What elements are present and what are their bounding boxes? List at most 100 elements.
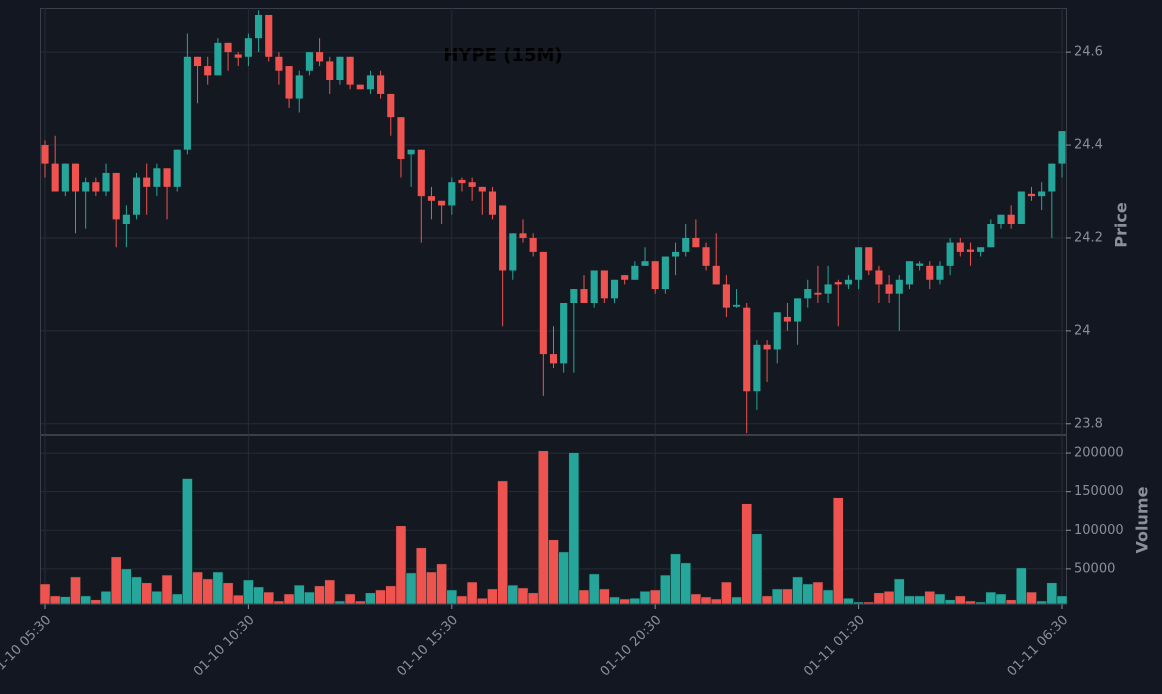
volume-bar — [70, 576, 81, 605]
candle-body — [488, 191, 497, 215]
volume-bar — [181, 478, 193, 605]
candle-body — [549, 354, 558, 364]
volume-bar — [395, 525, 407, 605]
candle-body — [458, 179, 466, 184]
volume-bar — [782, 588, 793, 605]
candle-body — [51, 163, 59, 192]
volume-bar — [304, 591, 315, 605]
volume-bar — [578, 589, 590, 605]
candle-body — [966, 249, 975, 252]
candle-body — [102, 172, 110, 192]
volume-axis-label: Volume — [1133, 486, 1152, 553]
volume-bar — [385, 585, 397, 605]
candle-body — [193, 56, 202, 67]
candle-body — [1027, 193, 1036, 197]
candle-body — [641, 261, 649, 266]
candle-body — [519, 233, 527, 238]
volume-bar — [192, 571, 203, 605]
candle-body — [438, 200, 446, 206]
candle-body — [499, 205, 507, 271]
volume-bar — [619, 598, 631, 605]
volume-bar — [39, 583, 51, 605]
candle-body — [610, 279, 619, 299]
volume-bar — [1036, 600, 1048, 605]
candle-body — [661, 256, 669, 290]
volume-bar — [59, 596, 71, 605]
candle-body — [651, 261, 659, 290]
candle-body — [448, 182, 456, 206]
volume-bar — [212, 571, 224, 605]
volume-bar — [324, 579, 336, 605]
candle-body — [1048, 163, 1056, 192]
candle-body — [956, 242, 964, 252]
candle-body — [824, 284, 832, 294]
candle-body — [255, 14, 263, 39]
candle-body — [844, 279, 852, 285]
volume-bar — [822, 589, 834, 605]
volume-tick-label: 200000 — [1074, 446, 1124, 461]
volume-bar — [568, 452, 580, 605]
candle-body — [783, 316, 791, 322]
volume-bar — [131, 576, 142, 605]
volume-bar — [934, 593, 946, 605]
volume-bar — [405, 572, 417, 605]
candle-body — [224, 42, 232, 53]
volume-bar — [680, 562, 692, 605]
candle-body — [865, 247, 873, 271]
candle-body — [427, 196, 436, 201]
volume-bar — [90, 599, 102, 605]
candle-body — [977, 247, 985, 252]
candle-body — [417, 149, 425, 197]
volume-bar — [436, 563, 448, 605]
candle-body — [671, 251, 680, 257]
candle-body — [346, 56, 354, 85]
candle-body — [407, 149, 415, 155]
volume-bar — [639, 590, 651, 605]
candle-body — [71, 163, 80, 192]
volume-tick-label: 150000 — [1074, 484, 1124, 499]
volume-bar — [893, 578, 905, 605]
volume-bar — [161, 574, 173, 605]
candle-body — [631, 265, 639, 280]
volume-bar — [700, 596, 712, 605]
volume-bar — [741, 503, 753, 605]
candle-body — [204, 66, 212, 76]
candle-body — [336, 56, 344, 81]
volume-bar — [548, 539, 559, 605]
volume-bar — [812, 581, 824, 605]
volume-bar — [792, 576, 803, 605]
candle-body — [794, 298, 802, 322]
volume-bar — [751, 533, 763, 605]
candle-body — [275, 56, 283, 71]
candle-body — [855, 247, 863, 280]
y-tick-label: 24.6 — [1074, 45, 1103, 60]
chart-title: HYPE (15M) — [443, 45, 562, 66]
volume-bar — [141, 582, 153, 605]
candle-body — [468, 182, 476, 187]
candle-body — [92, 182, 100, 192]
candle-body — [580, 289, 588, 303]
candle-body — [295, 75, 303, 99]
volume-bar — [995, 593, 1007, 605]
volume-bar — [649, 589, 661, 605]
volume-bar — [944, 599, 956, 605]
candle-body — [397, 117, 405, 159]
candle-body — [153, 168, 161, 187]
volume-bar — [1005, 599, 1017, 605]
candle-body — [61, 163, 69, 192]
candle-body — [936, 265, 944, 280]
volume-bar — [426, 571, 437, 605]
volume-bar — [120, 568, 132, 605]
volume-bar — [721, 581, 732, 605]
volume-bar — [100, 590, 112, 605]
volume-bar — [273, 600, 285, 605]
candle-body — [163, 168, 171, 187]
volume-bar — [537, 450, 549, 605]
candle-body — [366, 75, 374, 90]
volume-bar — [1046, 582, 1058, 605]
candle-body — [733, 304, 741, 307]
candle-body — [763, 344, 771, 350]
volume-bar — [863, 601, 875, 605]
